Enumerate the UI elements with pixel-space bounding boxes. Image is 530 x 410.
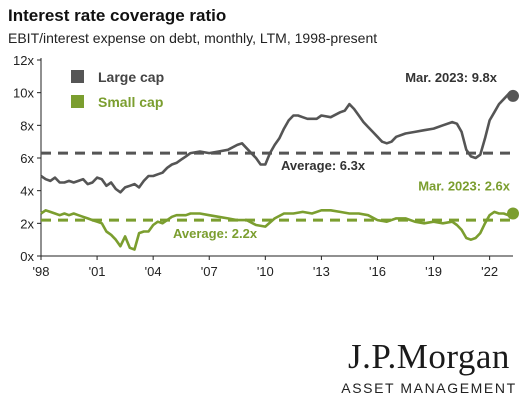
brand-name: J.P.Morgan — [348, 337, 510, 376]
y-tick-label: 0x — [20, 249, 34, 264]
y-tick-label: 8x — [20, 118, 34, 133]
coverage-ratio-chart: 0x 2x 4x 6x 8x 10x 12x '98 '01 '04 '07 '10 '13 '16 '19… — [13, 53, 519, 279]
large-cap-legend-swatch — [71, 70, 84, 83]
x-tick-label: '10 — [257, 264, 274, 279]
x-tick-label: '16 — [369, 264, 386, 279]
x-tick-label: '19 — [425, 264, 442, 279]
brand-tagline: ASSET MANAGEMENT — [341, 380, 517, 396]
large-cap-line — [40, 93, 514, 194]
small-cap-legend-swatch — [71, 95, 84, 108]
x-tick-label: '04 — [145, 264, 162, 279]
y-tick-label: 4x — [20, 184, 34, 199]
y-tick-label: 12x — [13, 53, 34, 68]
large-cap-end-label: Mar. 2023: 9.8x — [405, 70, 498, 85]
large-cap-legend-label: Large cap — [98, 69, 164, 85]
brand-logo: J.P.Morgan ASSET MANAGEMENT — [336, 337, 522, 397]
x-tick-label: '13 — [313, 264, 330, 279]
y-tick-label: 6x — [20, 151, 34, 166]
y-tick-label: 2x — [20, 216, 34, 231]
x-tick-label: '07 — [201, 264, 218, 279]
large-cap-average-label: Average: 6.3x — [281, 158, 366, 173]
chart-title: Interest rate coverage ratio — [8, 6, 227, 25]
small-cap-line — [40, 209, 514, 251]
x-tick-label: '98 — [33, 264, 50, 279]
small-cap-legend-label: Small cap — [98, 94, 163, 110]
y-tick-label: 10x — [13, 86, 34, 101]
small-cap-end-marker — [507, 207, 519, 220]
small-cap-average-label: Average: 2.2x — [173, 226, 258, 241]
chart-subtitle: EBIT/interest expense on debt, monthly, … — [8, 30, 378, 46]
small-cap-end-label: Mar. 2023: 2.6x — [418, 179, 511, 194]
x-tick-label: '22 — [481, 264, 498, 279]
x-tick-label: '01 — [89, 264, 106, 279]
large-cap-end-marker — [507, 89, 519, 102]
